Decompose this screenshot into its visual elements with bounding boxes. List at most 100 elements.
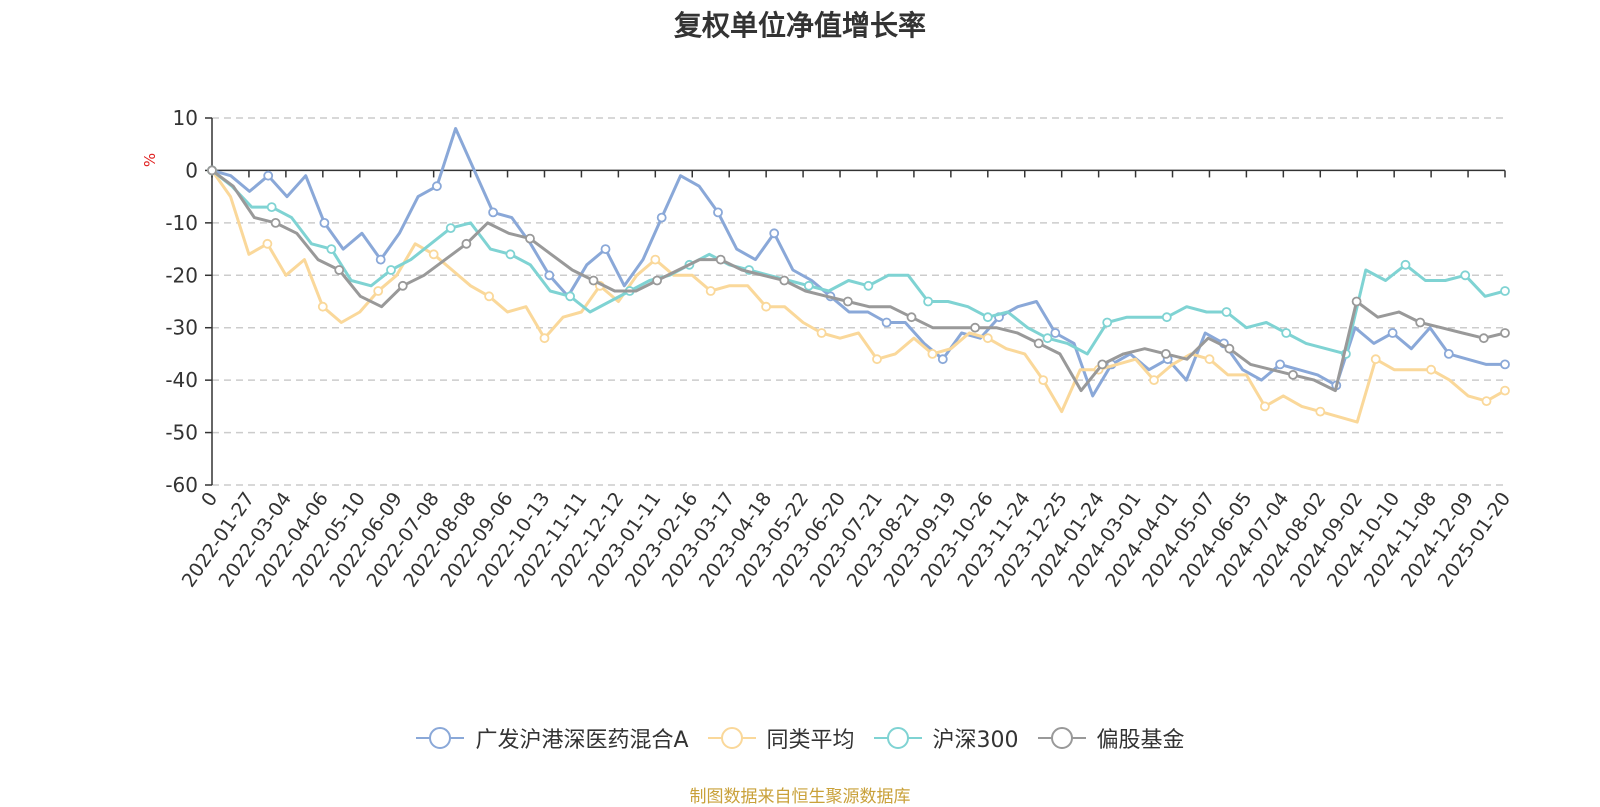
data-point	[484, 291, 495, 302]
data-point	[1260, 401, 1270, 412]
data-point	[1161, 312, 1172, 323]
y-tick-label: -30	[165, 316, 198, 340]
data-point	[656, 212, 667, 223]
data-point	[334, 265, 345, 275]
x-tick-label: 0	[197, 488, 222, 511]
data-point	[373, 286, 384, 296]
series-line-2	[211, 169, 1506, 356]
data-point	[263, 170, 274, 181]
data-point	[431, 181, 442, 192]
data-point	[326, 244, 337, 255]
chart-title: 复权单位净值增长率	[673, 9, 926, 42]
data-point	[1500, 385, 1510, 396]
data-point	[1315, 406, 1326, 417]
grid-lines	[212, 117, 1505, 486]
data-point	[539, 333, 550, 344]
legend-label: 同类平均	[766, 728, 855, 753]
data-point	[1443, 348, 1454, 359]
data-point	[1221, 307, 1232, 317]
data-point	[375, 254, 386, 265]
data-point	[1204, 354, 1215, 365]
y-tick-label: 0	[185, 158, 198, 182]
data-point	[923, 296, 933, 307]
source-note: 制图数据来自恒生聚源数据库	[689, 787, 911, 807]
data-point	[1161, 348, 1171, 359]
data-point	[816, 328, 827, 338]
data-point	[270, 217, 281, 228]
data-point	[1500, 286, 1510, 296]
y-tick-label: -60	[165, 473, 198, 497]
data-point	[266, 202, 277, 213]
legend-label: 偏股基金	[1096, 728, 1185, 753]
data-point	[863, 280, 874, 291]
data-point	[386, 265, 396, 275]
legend-item[interactable]: 广发沪港深医药混合A	[415, 722, 689, 754]
data-point	[652, 275, 662, 286]
data-point	[1415, 317, 1426, 328]
data-point	[1400, 259, 1411, 270]
data-point	[1370, 354, 1381, 365]
data-point	[428, 249, 439, 260]
y-tick-label: -10	[165, 211, 198, 235]
data-point	[713, 207, 723, 218]
data-point	[1102, 317, 1113, 328]
data-point	[1481, 396, 1492, 407]
legend-item[interactable]: 同类平均	[707, 722, 855, 754]
data-point	[1281, 328, 1292, 338]
legend-symbol-icon	[707, 727, 756, 749]
data-point	[906, 312, 917, 323]
y-tick-label: -40	[165, 368, 198, 392]
data-point	[1500, 328, 1510, 338]
data-point	[881, 317, 892, 328]
legend-label: 沪深300	[932, 728, 1019, 753]
data-point	[779, 275, 790, 286]
data-point	[1033, 338, 1044, 349]
data-point	[1460, 270, 1471, 281]
legend-item[interactable]: 偏股基金	[1037, 722, 1185, 754]
data-point	[927, 348, 938, 359]
data-point	[1050, 328, 1061, 338]
series-line-0	[211, 127, 1505, 398]
data-point	[1426, 364, 1436, 375]
data-point	[1500, 359, 1510, 370]
data-point	[705, 286, 716, 296]
data-point	[1288, 369, 1298, 380]
data-point	[461, 238, 472, 249]
data-point	[1275, 359, 1285, 370]
legend-symbol-icon	[416, 727, 465, 749]
y-tick-label: 10	[173, 106, 198, 130]
data-point	[207, 165, 217, 176]
data-point	[544, 270, 555, 281]
data-point	[1387, 328, 1398, 338]
series-line-1	[210, 169, 1506, 424]
data-point	[982, 312, 993, 323]
data-point	[761, 301, 771, 312]
data-point	[505, 249, 516, 260]
data-point	[525, 233, 535, 244]
data-point	[1351, 296, 1362, 307]
data-point	[1478, 333, 1489, 344]
data-point	[488, 207, 499, 218]
data-point	[317, 301, 328, 312]
data-point	[565, 291, 575, 302]
y-axis-label: %	[141, 153, 159, 167]
series-line-3	[211, 169, 1506, 393]
data-point	[970, 322, 980, 333]
y-tick-label: -20	[165, 263, 198, 287]
legend-label: 广发沪港深医药混合A	[475, 728, 689, 753]
data-point	[319, 217, 330, 228]
legend-symbol-icon	[873, 727, 922, 749]
data-point	[803, 280, 814, 291]
data-point	[1042, 333, 1053, 344]
legend-item[interactable]: 沪深300	[873, 722, 1019, 754]
data-point	[1149, 375, 1159, 386]
data-point	[937, 354, 948, 365]
data-point	[843, 296, 853, 307]
data-point	[600, 244, 611, 255]
data-point	[769, 228, 780, 239]
legend: 广发沪港深医药混合A 同类平均 沪深300 偏股基金	[0, 722, 1600, 754]
series-lines	[207, 127, 1510, 424]
data-point	[262, 238, 273, 249]
legend-symbol-icon	[1037, 727, 1086, 749]
